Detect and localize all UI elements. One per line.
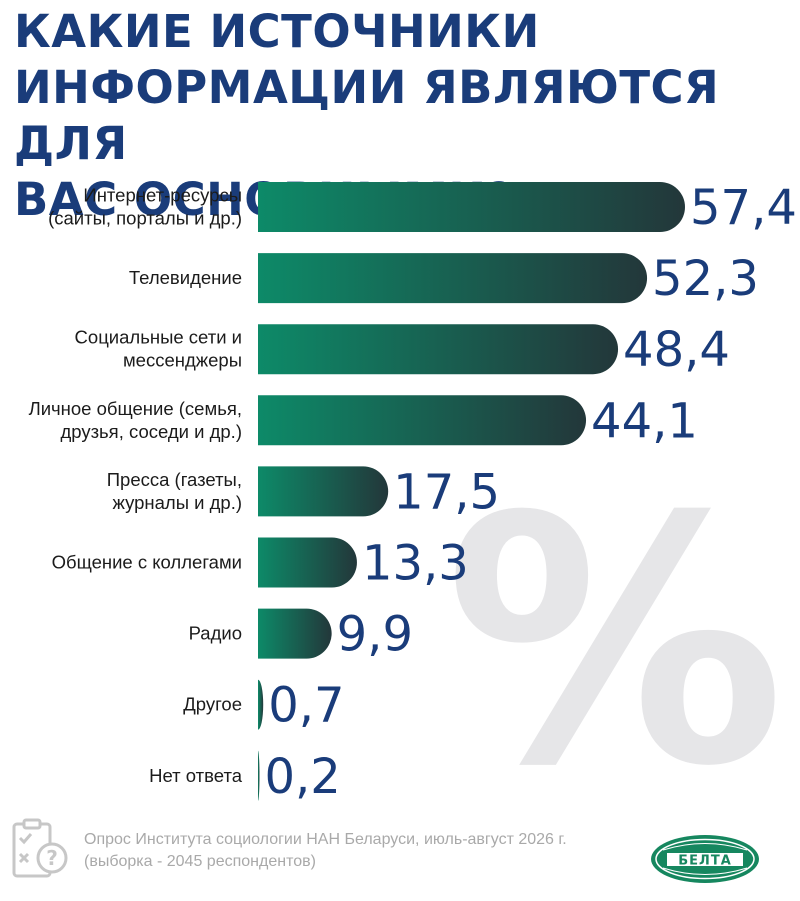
value-label-4: 17,5	[393, 464, 500, 520]
value-label-0: 57,4	[690, 180, 797, 236]
percent-watermark: %	[445, 445, 786, 810]
bar-chart: % 57,4 Интернет-ресурсы (сайты, порталы и …	[29, 180, 797, 810]
category-label-3: Личное общение (семья, друзья, соседи и д…	[29, 398, 242, 442]
category-label-5: Общение с коллегами	[52, 552, 242, 573]
category-label-2-line-1: мессенджеры	[123, 350, 242, 371]
source-note: Опрос Института социологии НАН Беларуси,…	[84, 829, 567, 873]
value-label-7: 0,7	[268, 678, 344, 734]
value-label-8: 0,2	[264, 749, 340, 805]
value-label-3: 44,1	[591, 393, 698, 449]
bar-8	[258, 750, 260, 801]
svg-text:?: ?	[46, 846, 58, 870]
title-line-1: КАКИЕ ИСТОЧНИКИ	[14, 5, 540, 58]
category-label-4: Пресса (газеты, журналы и др.)	[107, 469, 242, 513]
category-label-2: Социальные сети и мессенджеры	[75, 327, 242, 371]
category-label-1: Телевидение	[129, 267, 242, 288]
category-label-4-line-0: Пресса (газеты,	[107, 469, 242, 490]
category-label-3-line-0: Личное общение (семья,	[29, 398, 242, 419]
category-label-8: Нет ответа	[149, 765, 243, 786]
category-label-6: Радио	[189, 623, 242, 644]
source-line-2: (выборка - 2045 респондентов)	[84, 853, 316, 870]
source-line-1: Опрос Института социологии НАН Беларуси,…	[84, 831, 567, 848]
bar-1	[258, 253, 648, 304]
category-label-5-line-0: Общение с коллегами	[52, 552, 242, 573]
category-label-0: Интернет-ресурсы (сайты, порталы и др.)	[48, 185, 242, 229]
bar-3	[258, 395, 587, 446]
belta-logo: БЕЛТА	[651, 835, 759, 883]
bar-7	[258, 679, 264, 730]
value-label-2: 48,4	[623, 322, 730, 378]
category-label-1-line-0: Телевидение	[129, 267, 242, 288]
category-label-2-line-0: Социальные сети и	[75, 327, 242, 348]
value-label-5: 13,3	[362, 536, 469, 592]
category-label-7-line-0: Другое	[183, 694, 242, 715]
bar-5	[258, 537, 357, 588]
value-label-6: 9,9	[337, 607, 413, 663]
category-label-8-line-0: Нет ответа	[149, 765, 243, 786]
category-label-0-line-0: Интернет-ресурсы	[83, 185, 242, 206]
value-label-1: 52,3	[652, 251, 759, 307]
bar-0	[258, 182, 685, 232]
title-line-2: ИНФОРМАЦИИ ЯВЛЯЮТСЯ ДЛЯ	[14, 61, 720, 170]
category-label-4-line-1: журналы и др.)	[112, 492, 242, 513]
chart-title: КАКИЕ ИСТОЧНИКИ ИНФОРМАЦИИ ЯВЛЯЮТСЯ ДЛЯ …	[14, 4, 794, 228]
bar-6	[258, 608, 332, 659]
clipboard-icon: ?	[12, 818, 68, 878]
bar-2	[258, 324, 619, 375]
bar-4	[258, 466, 389, 517]
belta-logo-text: БЕЛТА	[678, 854, 732, 869]
category-label-3-line-1: друзья, соседи и др.)	[60, 421, 242, 442]
category-label-6-line-0: Радио	[189, 623, 242, 644]
category-label-0-line-1: (сайты, порталы и др.)	[48, 208, 242, 229]
category-label-7: Другое	[183, 694, 242, 715]
